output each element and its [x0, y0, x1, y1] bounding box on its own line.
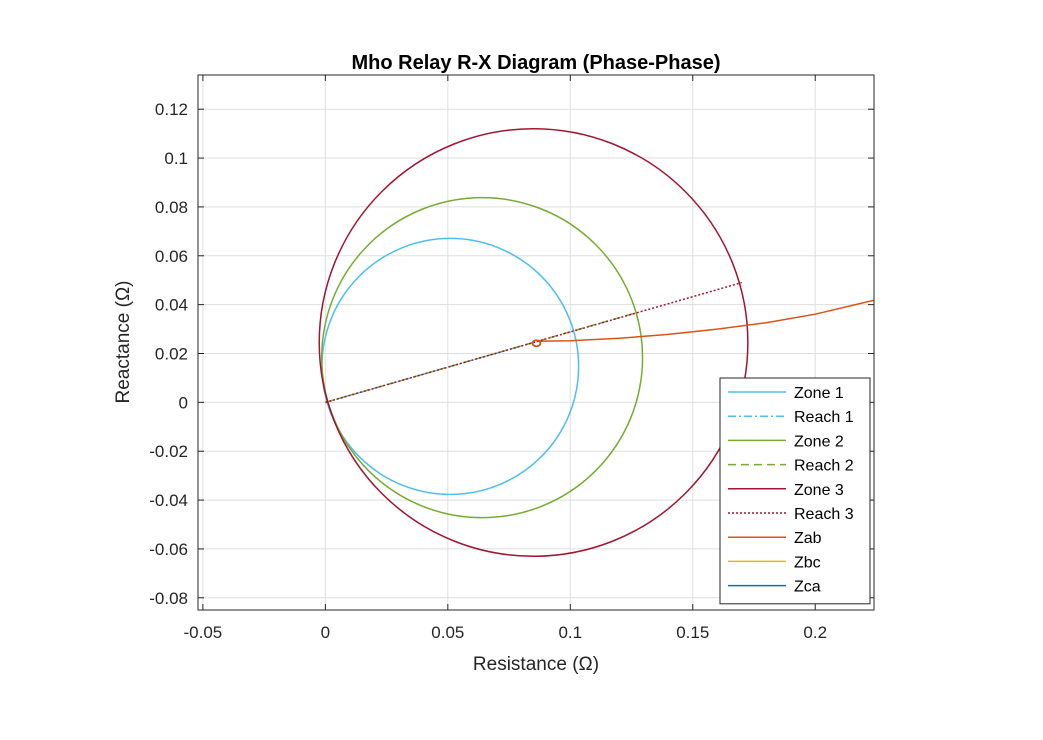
legend: Zone 1 Reach 1 Zone 2 Reach 2 Zone 3 Reach 3 Z… [719, 377, 871, 605]
y-axis-label: Reactance (Ω) [113, 281, 134, 404]
ticks: -0.05 0 0.05 0.1 0.15 0.2 -0.08 -0.06 -0.04 -0.02… [149, 75, 874, 642]
x-tick-label: 0 [321, 623, 330, 642]
y-tick-label: 0.08 [155, 198, 188, 217]
legend-entry: Zone 3 [794, 482, 844, 499]
y-tick-label: 0.06 [155, 247, 188, 266]
legend-entry: Zone 2 [794, 433, 844, 450]
series-zab [538, 299, 874, 343]
series-zab-start-marker [531, 339, 542, 348]
x-tick-label: 0.2 [803, 623, 827, 642]
plot-area [318, 127, 874, 558]
legend-entry: Zab [794, 530, 822, 547]
chart-title: Mho Relay R-X Diagram (Phase-Phase) [352, 52, 721, 74]
series-zone-2 [320, 196, 644, 519]
x-tick-label: -0.05 [184, 623, 223, 642]
legend-entry: Reach 2 [794, 458, 854, 475]
grid [198, 75, 874, 610]
legend-entry: Zca [794, 579, 821, 596]
y-tick-label: -0.08 [149, 589, 188, 608]
y-tick-label: -0.04 [149, 491, 188, 510]
y-tick-label: 0.04 [155, 296, 188, 315]
series-zone-3 [318, 127, 749, 558]
legend-entry: Reach 1 [794, 409, 854, 426]
legend-entry: Reach 3 [794, 506, 854, 523]
y-tick-label: -0.06 [149, 540, 188, 559]
axes-box [197, 74, 875, 611]
y-tick-label: 0 [179, 393, 188, 412]
y-tick-label: 0.02 [155, 344, 188, 363]
y-tick-label: 0.1 [164, 149, 188, 168]
x-tick-label: 0.1 [558, 623, 582, 642]
y-tick-label: -0.02 [149, 442, 188, 461]
legend-entry: Zone 1 [794, 385, 844, 402]
y-tick-label: 0.12 [155, 100, 188, 119]
legend-entry: Zbc [794, 554, 821, 571]
series-reach-3 [325, 281, 742, 404]
x-axis-label: Resistance (Ω) [473, 654, 599, 675]
x-tick-label: 0.15 [676, 623, 709, 642]
x-tick-label: 0.05 [431, 623, 464, 642]
